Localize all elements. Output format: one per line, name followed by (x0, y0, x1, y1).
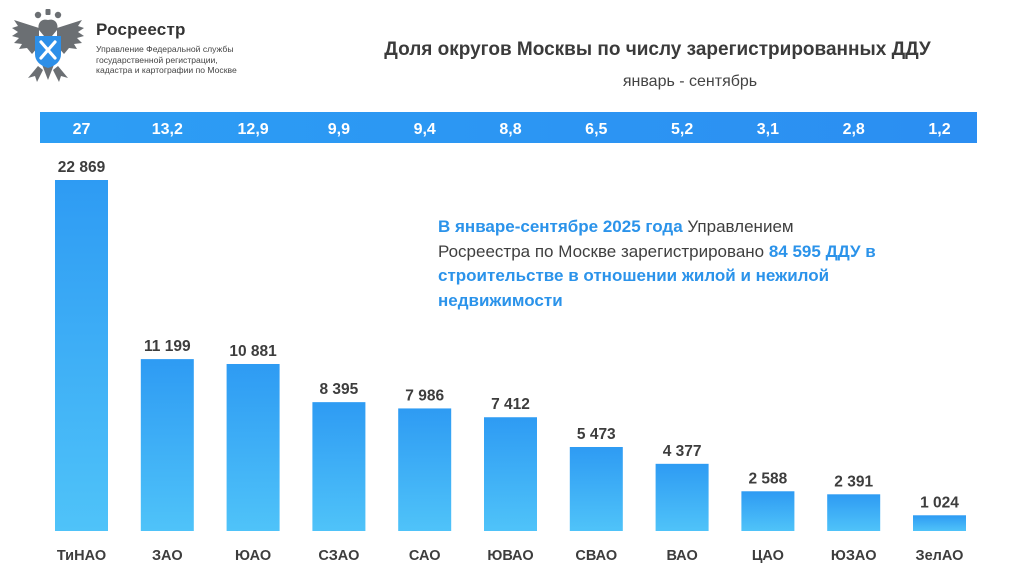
bar (484, 417, 537, 531)
category-label: ЗАО (152, 548, 183, 564)
bar-value-label: 7 412 (491, 396, 530, 413)
share-percent-label: 27 (73, 121, 91, 138)
bar-value-label: 7 986 (405, 387, 444, 404)
share-percent-label: 9,4 (414, 121, 436, 138)
bar-value-label: 2 588 (749, 470, 788, 487)
share-percent-label: 3,1 (757, 121, 779, 138)
category-label: СВАО (575, 548, 617, 564)
org-subtitle-line: кадастра и картографии по Москве (96, 65, 237, 75)
share-percent-band (40, 112, 977, 143)
bar (140, 359, 194, 531)
bar (226, 363, 280, 531)
rosreestr-eagle-logo (12, 9, 84, 82)
bar (655, 463, 709, 531)
category-label: ВАО (666, 548, 697, 564)
bar-value-label: 10 881 (229, 343, 277, 360)
bar-value-label: 8 395 (320, 381, 359, 398)
summary-text-middle: Управлением Росреестра по Москве зарегис… (438, 217, 794, 261)
bar (827, 494, 881, 531)
bar (398, 408, 452, 531)
org-subtitle-line: Управление Федеральной службы (96, 44, 234, 54)
category-label: СЗАО (318, 548, 359, 564)
bar (569, 446, 623, 531)
summary-highlight-count: 84 595 ДДУ в строительстве в отношении ж… (438, 241, 876, 310)
org-subtitle-line: государственной регистрации, (96, 54, 218, 65)
share-percent-label: 12,9 (238, 121, 269, 138)
bar-value-label: 5 473 (577, 426, 616, 443)
category-label: ЮАО (235, 548, 271, 564)
bar-value-label: 1 024 (920, 494, 959, 511)
bar (913, 515, 966, 531)
share-percent-label: 5,2 (671, 121, 693, 138)
bar (55, 180, 108, 531)
share-percent-label: 6,5 (585, 121, 607, 138)
bar-value-label: 2 391 (834, 473, 873, 490)
category-label: ЦАО (752, 548, 784, 564)
bar-value-label: 11 199 (144, 338, 191, 355)
org-name: Росреестр (96, 20, 186, 39)
chart-title: Доля округов Москвы по числу зарегистрир… (384, 39, 931, 60)
bar (312, 402, 366, 531)
summary-highlight-period: В январе-сентябре 2025 года (438, 217, 683, 236)
summary-text: В январе-сентябре 2025 года Управлением … (438, 215, 878, 313)
category-label: ЮВАО (487, 548, 533, 564)
share-percent-label: 8,8 (499, 121, 521, 138)
category-label: САО (409, 548, 441, 564)
category-label: ЮЗАО (831, 548, 877, 564)
bar-value-label: 4 377 (663, 443, 702, 460)
share-percent-label: 1,2 (928, 121, 950, 138)
category-label: ТиНАО (57, 548, 106, 564)
bar (741, 491, 795, 531)
category-label: ЗелАО (916, 548, 964, 564)
share-percent-label: 9,9 (328, 121, 350, 138)
share-percent-label: 13,2 (152, 121, 183, 138)
chart-subtitle: январь - сентябрь (622, 73, 758, 90)
bar-value-label: 22 869 (58, 159, 106, 176)
share-percent-label: 2,8 (843, 121, 865, 138)
org-subtitle: Управление Федеральной службы государств… (96, 44, 237, 76)
organization-block: Росреестр Управление Федеральной службы … (96, 20, 237, 76)
